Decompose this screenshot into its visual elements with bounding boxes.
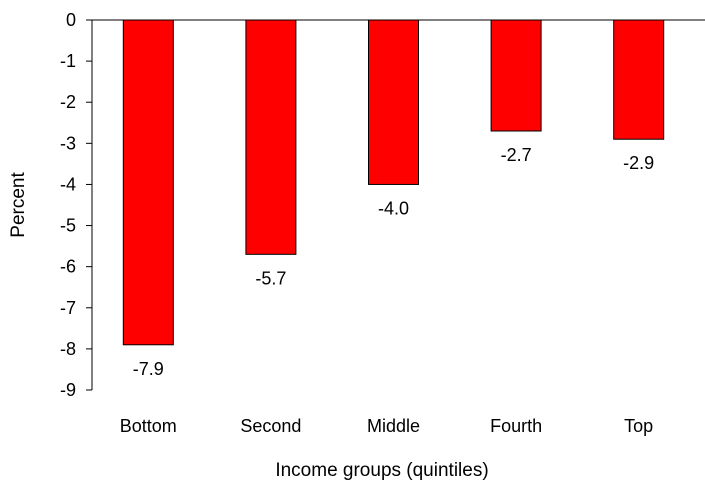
y-axis-ticks: 0 -1 -2 -3 -4 -5 -6 -7 -8 -9 xyxy=(60,10,92,400)
y-axis-title: Percent xyxy=(8,172,29,238)
y-tick-label: -7 xyxy=(60,298,76,318)
x-axis-category-labels: Bottom Second Middle Fourth Top xyxy=(120,416,653,436)
y-tick-label: -4 xyxy=(60,174,76,194)
y-tick-label: -9 xyxy=(60,380,76,400)
category-label-second: Second xyxy=(240,416,301,436)
bar-bottom xyxy=(122,19,174,346)
y-tick-label: 0 xyxy=(66,10,76,30)
y-tick-label: -2 xyxy=(60,92,76,112)
bar-second xyxy=(245,19,297,255)
y-tick-label: -3 xyxy=(60,133,76,153)
data-label-second: -5.7 xyxy=(255,268,286,288)
category-label-top: Top xyxy=(624,416,653,436)
bar-middle xyxy=(368,19,419,185)
data-label-top: -2.9 xyxy=(623,153,654,173)
x-axis-title: Income groups (quintiles) xyxy=(275,460,488,481)
y-tick-label: -5 xyxy=(60,216,76,236)
data-label-fourth: -2.7 xyxy=(501,145,532,165)
data-label-bottom: -7.9 xyxy=(133,359,164,379)
category-label-bottom: Bottom xyxy=(120,416,177,436)
bar-top xyxy=(613,19,665,140)
y-tick-label: -8 xyxy=(60,339,76,359)
data-labels: -7.9 -5.7 -4.0 -2.7 -2.9 xyxy=(133,145,654,379)
data-label-middle: -4.0 xyxy=(378,198,409,218)
bars xyxy=(122,19,665,346)
category-label-fourth: Fourth xyxy=(490,416,542,436)
y-tick-label: -1 xyxy=(60,51,76,71)
category-label-middle: Middle xyxy=(367,416,420,436)
y-tick-label: -6 xyxy=(60,257,76,277)
bar-fourth xyxy=(490,19,542,132)
